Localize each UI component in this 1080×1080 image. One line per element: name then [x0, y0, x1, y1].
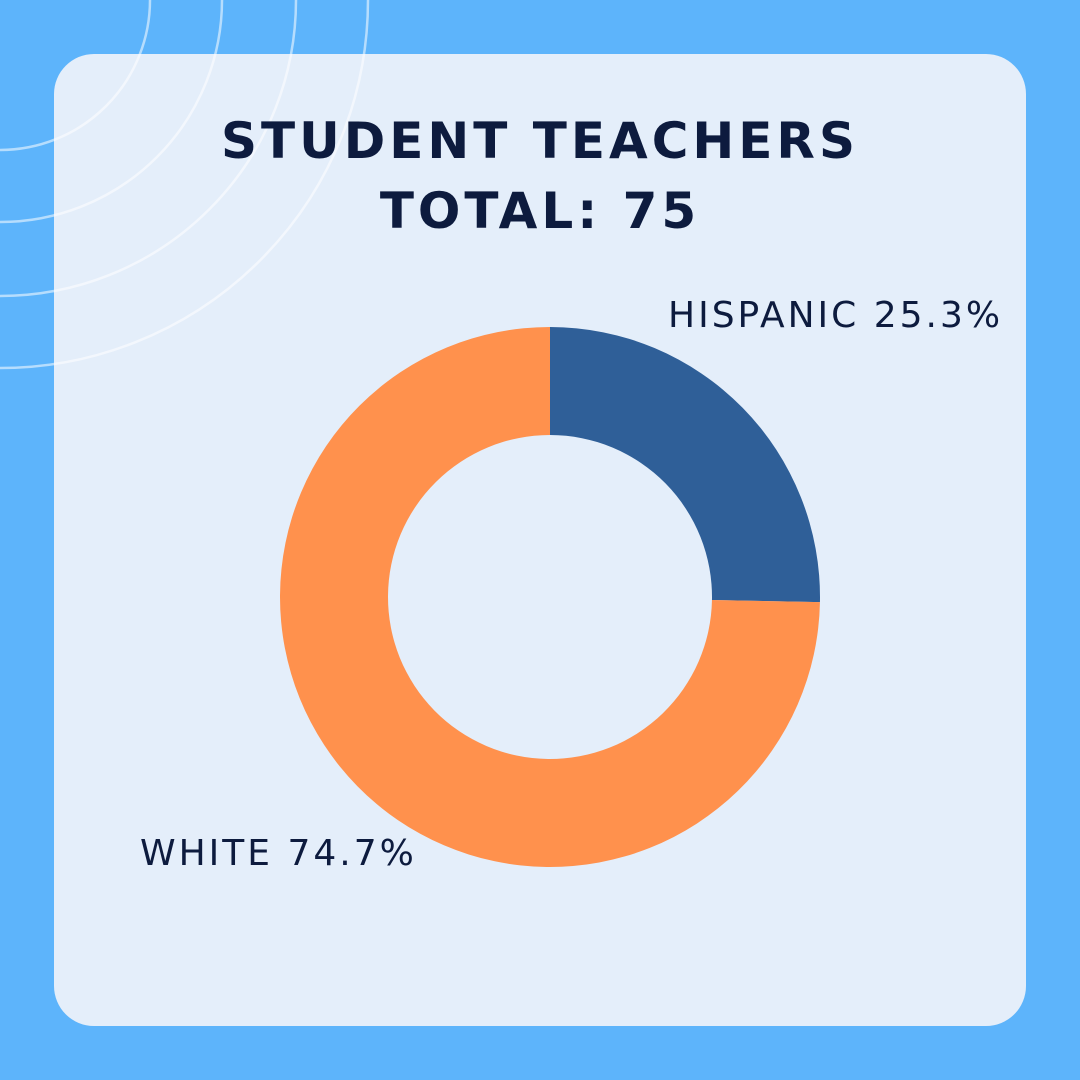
segment-label: WHITE 74.7%	[140, 833, 417, 874]
category-label: WHITE	[140, 833, 273, 874]
chart-title: STUDENT TEACHERS	[221, 112, 859, 170]
card	[54, 54, 1026, 1026]
chart-subtitle: TOTAL: 75	[380, 182, 700, 240]
donut-segment	[550, 327, 820, 603]
donut-segment	[280, 327, 820, 868]
category-label: HISPANIC	[668, 295, 859, 336]
value-label: 25.3%	[874, 295, 1003, 336]
value-label: 74.7%	[287, 833, 416, 874]
segment-label: HISPANIC 25.3%	[668, 295, 1003, 336]
